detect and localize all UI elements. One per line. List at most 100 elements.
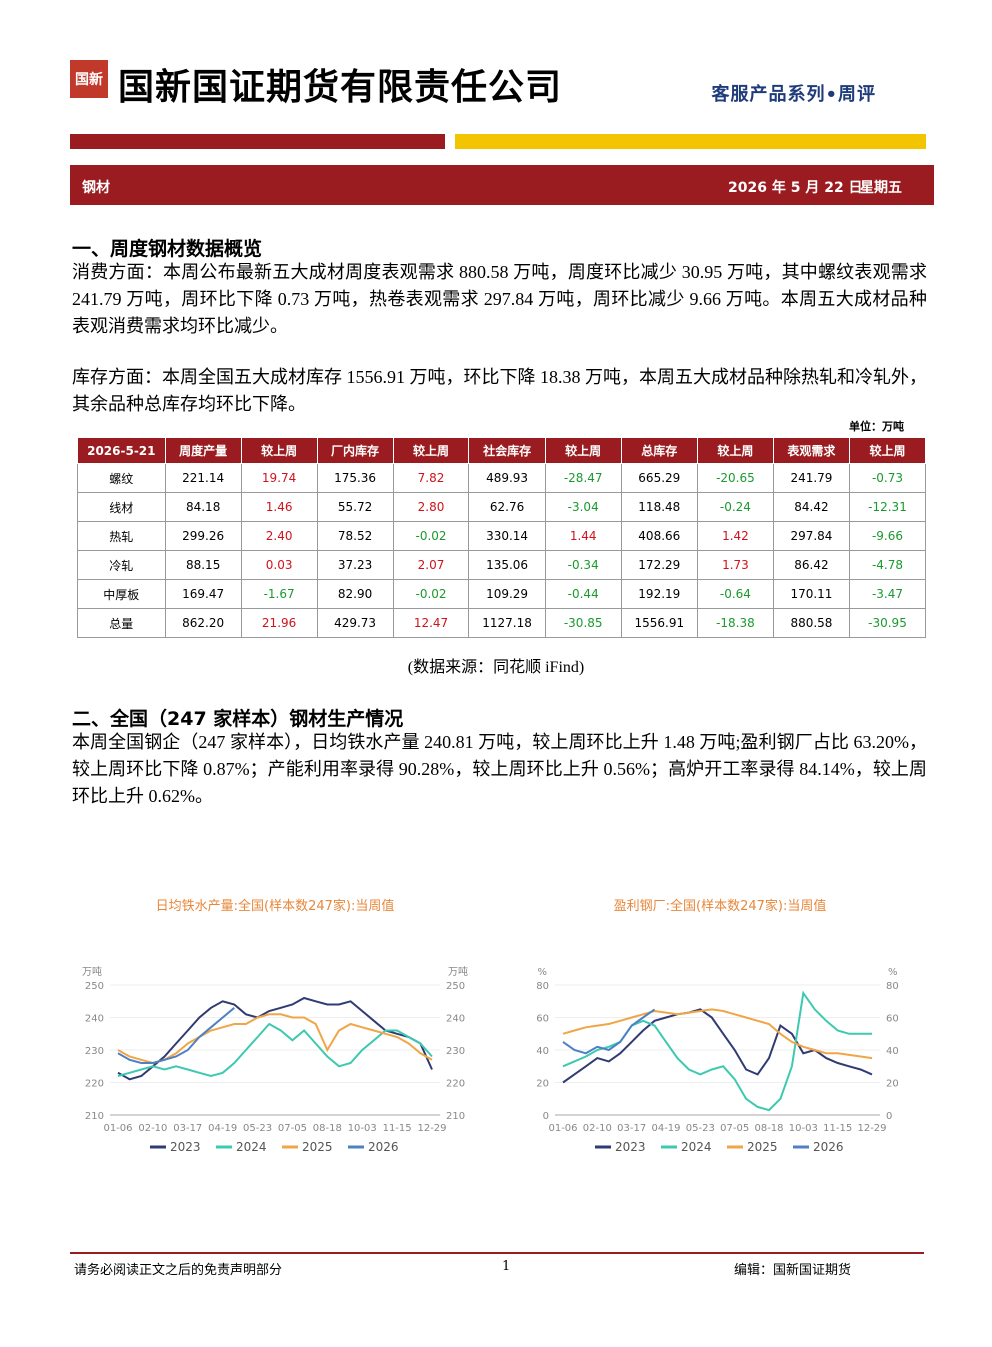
y2-unit: %: [888, 967, 898, 978]
table-cell: -12.31: [848, 492, 927, 522]
table-cell: 0.03: [240, 550, 318, 580]
table-row: 中厚板 169.47 -1.67 82.90 -0.02 109.29 -0.44 192.1…: [77, 579, 927, 609]
deco-bar: [455, 134, 926, 149]
table-cell: -1.67: [240, 579, 318, 609]
y-tick-label: 0: [543, 1111, 549, 1122]
company-name: 国新国证期货有限责任公司: [118, 67, 563, 108]
table-cell: 330.14: [468, 521, 546, 551]
x-tick-label: 05-23: [686, 1123, 715, 1134]
legend-label: 2023: [170, 1140, 201, 1154]
table-cell: 1127.18: [468, 608, 546, 638]
table-cell: 169.47: [164, 579, 242, 609]
y2-tick-label: 220: [446, 1079, 465, 1090]
y-tick-label: 60: [536, 1014, 549, 1025]
deco-bar: [70, 134, 445, 149]
table-cell: -9.66: [848, 521, 927, 551]
editor: 编辑：国新国证期货: [734, 1263, 852, 1278]
table-cell: 175.36: [316, 463, 394, 493]
table-cell: 408.66: [620, 521, 698, 551]
table-cell: 170.11: [772, 579, 850, 609]
header-row: 2026-5-21 周度产量 较上周 厂内库存 较上周 社会库存 较上周 总库存 较上周 表观需求…: [77, 437, 927, 464]
table-cell: 862.20: [164, 608, 242, 638]
header-cell: 厂内库存: [316, 437, 394, 464]
table-cell: -18.38: [696, 608, 774, 638]
y-tick-label: 220: [85, 1079, 104, 1090]
table-cell: -0.02: [392, 579, 470, 609]
x-tick-label: 02-10: [583, 1123, 612, 1134]
y2-tick-label: 40: [886, 1046, 899, 1057]
series-line: [562, 1008, 873, 1060]
unit: 单位：万吨: [849, 420, 904, 433]
y2-tick-label: 80: [886, 981, 899, 992]
table-cell: 192.19: [620, 579, 698, 609]
header-cell: 总库存: [620, 437, 698, 464]
x-tick-label: 12-29: [417, 1123, 446, 1134]
table-cell: 12.47: [392, 608, 470, 638]
series-line: [562, 1008, 873, 1084]
x-tick-label: 01-06: [548, 1123, 577, 1134]
table-cell: 88.15: [164, 550, 242, 580]
header-cell: 社会库存: [468, 437, 546, 464]
table-cell: 221.14: [164, 463, 242, 493]
header-cell: 较上周: [240, 437, 318, 464]
table-cell: 37.23: [316, 550, 394, 580]
x-tick-label: 03-17: [173, 1123, 202, 1134]
series-line: [117, 1013, 433, 1065]
table-cell: 1.46: [240, 492, 318, 522]
table-cell: 118.48: [620, 492, 698, 522]
table-cell: -30.85: [544, 608, 622, 638]
x-tick-label: 03-17: [617, 1123, 646, 1134]
x-tick-label: 05-23: [243, 1123, 272, 1134]
report-series: 客服产品系列•周评: [711, 84, 876, 105]
chart-title: 日均铁水产量:全国(样本数247家):当周值: [156, 898, 395, 914]
x-tick-label: 04-19: [651, 1123, 680, 1134]
table-cell: 1.73: [696, 550, 774, 580]
paragraph: 本周全国钢企（247 家样本），日均铁水产量 240.81 万吨，较上周环比上升…: [72, 732, 927, 806]
header-cell: 较上周: [544, 437, 622, 464]
table-cell: 84.18: [164, 492, 242, 522]
topic: 钢材: [82, 180, 110, 196]
x-tick-label: 04-19: [208, 1123, 237, 1134]
y2-tick-label: 240: [446, 1014, 465, 1025]
y-tick-label: 80: [536, 981, 549, 992]
paragraph: 库存方面：本周全国五大成材库存 1556.91 万吨，环比下降 18.38 万吨…: [72, 367, 927, 414]
y2-tick-label: 210: [446, 1111, 465, 1122]
footer-rule: [70, 1252, 924, 1254]
chart-title: 盈利钢厂:全国(样本数247家):当周值: [614, 898, 827, 914]
y2-tick-label: 230: [446, 1046, 465, 1057]
table-cell: -0.02: [392, 521, 470, 551]
x-tick-label: 11-15: [823, 1123, 852, 1134]
header-cell: 较上周: [696, 437, 774, 464]
table-row: 线材 84.18 1.46 55.72 2.80 62.76 -3.04 118.48 -0.2…: [77, 492, 927, 522]
table-cell: 135.06: [468, 550, 546, 580]
table-cell: 螺纹: [77, 463, 166, 493]
table-cell: -30.95: [848, 608, 927, 638]
section-title: 一、周度钢材数据概览: [72, 238, 263, 260]
y-tick-label: 250: [85, 981, 104, 992]
table-cell: 1556.91: [620, 608, 698, 638]
x-tick-label: 12-29: [857, 1123, 886, 1134]
legend-label: 2026: [813, 1140, 844, 1154]
x-tick-label: 02-10: [138, 1123, 167, 1134]
series-line: [117, 996, 433, 1081]
table-cell: 7.82: [392, 463, 470, 493]
series-line: [562, 990, 872, 1112]
x-tick-label: 10-03: [348, 1123, 377, 1134]
y-tick-label: 230: [85, 1046, 104, 1057]
header-cell: 较上周: [392, 437, 470, 464]
y-unit: %: [537, 967, 547, 978]
y-tick-label: 240: [85, 1014, 104, 1025]
weekday: 星期五: [860, 180, 902, 196]
legend-label: 2025: [747, 1140, 778, 1154]
page-number: 1: [502, 1259, 511, 1274]
section-title: 二、全国（247 家样本）钢材生产情况: [72, 708, 404, 730]
table-cell: 热轧: [77, 521, 166, 551]
y2-tick-label: 20: [886, 1079, 899, 1090]
legend-label: 2024: [681, 1140, 712, 1154]
x-tick-label: 07-05: [278, 1123, 307, 1134]
table-cell: 86.42: [772, 550, 850, 580]
source: (数据来源：同花顺 iFind): [407, 659, 585, 676]
date: 2026 年 5 月 22 日: [728, 180, 863, 196]
